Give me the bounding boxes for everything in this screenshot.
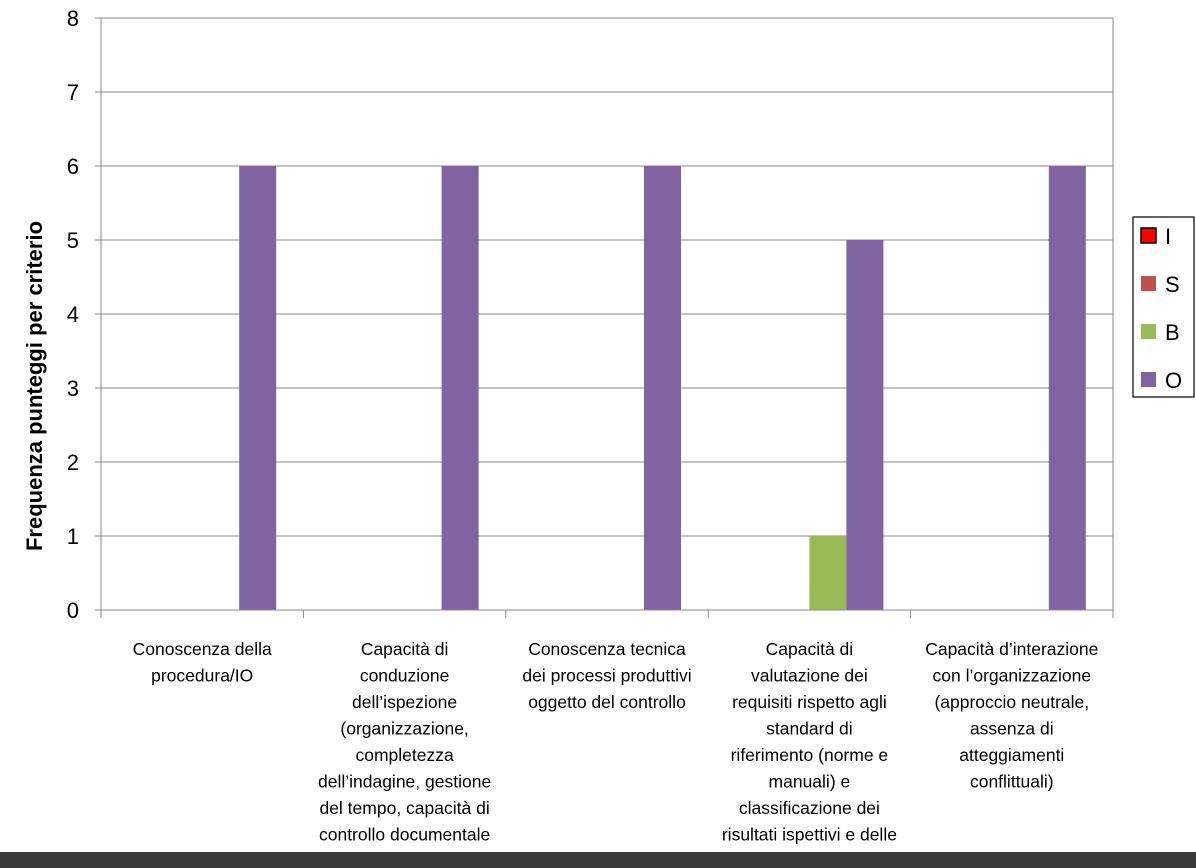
category-label-line: oggetto del controllo (528, 692, 686, 712)
bar-O-3 (644, 166, 681, 610)
bar-B-4 (809, 536, 847, 610)
y-tick-label: 1 (67, 524, 79, 549)
category-label-line: Capacità d’interazione (925, 639, 1098, 659)
category-label-line: del tempo, capacità di (319, 798, 489, 818)
y-tick-label: 5 (67, 228, 79, 253)
y-tick-label: 3 (67, 376, 79, 401)
y-axis-label: Frequenza punteggi per criterio (22, 221, 47, 551)
category-label-line: requisiti rispetto agli (732, 692, 887, 712)
category-label-line: manuali) e (769, 772, 851, 792)
legend-label-I: I (1165, 224, 1171, 249)
y-tick-label: 6 (67, 154, 79, 179)
category-label-line: (approccio neutrale, (934, 692, 1089, 712)
category-label-line: classificazione dei (739, 798, 880, 818)
legend-swatch-I (1140, 227, 1157, 244)
category-label-line: risultati ispettivi e delle (722, 825, 897, 845)
category-label-line: atteggiamenti (959, 745, 1064, 765)
bar-O-5 (1048, 166, 1086, 610)
category-label-line: dei processi produttivi (522, 666, 691, 686)
bar-O-4 (846, 240, 884, 610)
y-tick-label: 7 (67, 80, 79, 105)
category-label-line: conflittuali) (970, 772, 1054, 792)
category-label-line: Conoscenza della (133, 639, 272, 659)
category-label-line: valutazione dei (751, 666, 868, 686)
category-label-line: dell’indagine, gestione (318, 772, 491, 792)
bars (239, 166, 1086, 610)
category-label-line: standard di (766, 719, 853, 739)
category-label: Capacità di valutazione dei requisiti risp… (722, 639, 897, 845)
legend-swatch-S (1141, 276, 1156, 291)
y-axis-ticks: 0 1 2 3 4 5 6 7 8 (67, 6, 101, 623)
category-label-line: riferimento (norme e (731, 745, 889, 765)
category-label: Capacità d’interazione con l’organizzazio… (925, 639, 1098, 792)
category-label-line: con l’organizzazione (933, 666, 1092, 686)
category-label: Capacità di conduzione dell’ispezione (orga… (318, 639, 491, 845)
legend-label-S: S (1165, 272, 1180, 297)
category-label: Conoscenza della procedura/IO (133, 639, 272, 686)
category-label-line: conduzione (360, 666, 450, 686)
legend-swatch-O (1141, 372, 1156, 387)
category-label-line: controllo documentale (319, 825, 490, 845)
y-tick-label: 2 (67, 450, 79, 475)
category-label: Conoscenza tecnica dei processi produttiv… (522, 639, 691, 712)
legend-swatch-B (1141, 324, 1156, 339)
category-label-line: (organizzazione, (340, 719, 468, 739)
y-tick-label: 8 (67, 6, 79, 31)
bar-O-2 (441, 166, 479, 610)
category-label-line: completezza (355, 745, 454, 765)
bottom-bar (0, 852, 1196, 868)
y-tick-label: 0 (67, 598, 79, 623)
category-label-line: dell’ispezione (352, 692, 457, 712)
category-labels: Conoscenza della procedura/IO Capacità di c… (133, 639, 1099, 845)
category-label-line: Capacità di (361, 639, 449, 659)
legend-box (1132, 216, 1195, 398)
y-tick-label: 4 (67, 302, 79, 327)
category-label-line: procedura/IO (151, 666, 253, 686)
legend-label-B: B (1165, 320, 1180, 345)
axes (100, 18, 1114, 618)
legend-label-O: O (1165, 368, 1182, 393)
bar-O-1 (239, 166, 277, 610)
category-label-line: Capacità di (766, 639, 854, 659)
category-label-line: assenza di (970, 719, 1054, 739)
category-label-line: Conoscenza tecnica (528, 639, 686, 659)
